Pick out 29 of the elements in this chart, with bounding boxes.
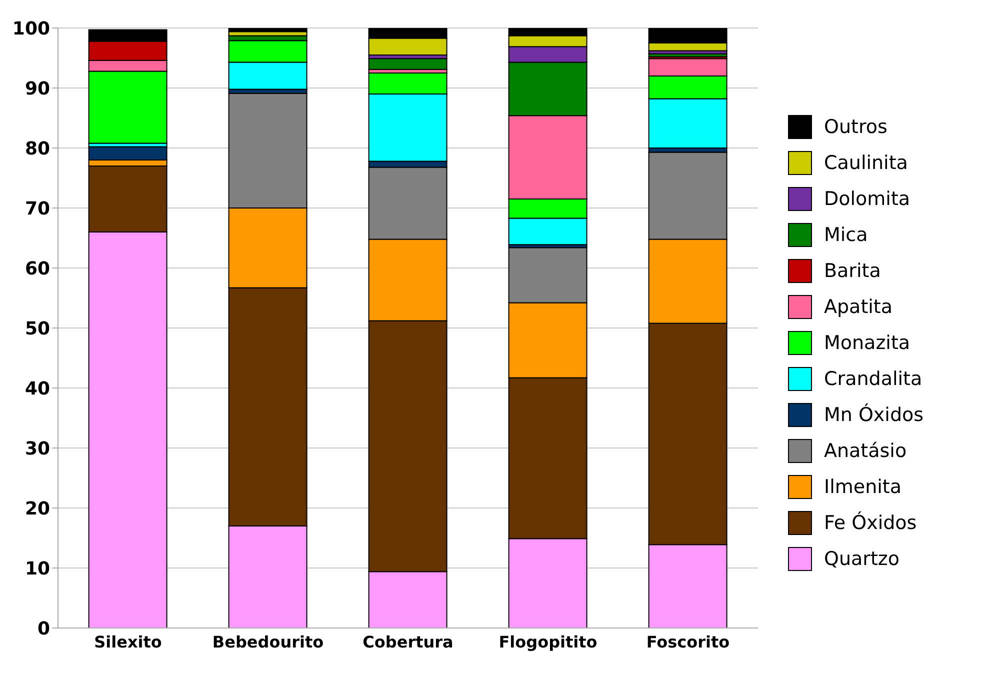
- y-tick-label: 0: [37, 618, 50, 640]
- y-tick-label: 50: [24, 318, 50, 340]
- y-tick-label: 10: [24, 558, 50, 580]
- x-tick-label: Foscorito: [646, 632, 730, 652]
- y-tick-label: 20: [24, 498, 50, 520]
- y-tick-label: 60: [24, 258, 50, 280]
- y-tick-label: 30: [24, 438, 50, 460]
- legend-label: Apatita: [824, 296, 893, 318]
- x-tick-label: Flogopitito: [498, 632, 598, 652]
- y-tick-label: 80: [24, 138, 50, 160]
- y-tick-label: 90: [24, 78, 50, 100]
- legend-label: Quartzo: [824, 548, 900, 570]
- y-tick-label: 40: [24, 378, 50, 400]
- legend-label: Dolomita: [824, 188, 910, 210]
- legend-label: Barita: [824, 260, 881, 282]
- y-tick-label: 70: [24, 198, 50, 220]
- legend-label: Caulinita: [824, 152, 908, 174]
- legend-label: Ilmenita: [824, 476, 902, 498]
- y-tick-label: 100: [12, 18, 50, 40]
- legend-label: Mica: [824, 224, 868, 246]
- x-tick-label: Bebedourito: [212, 632, 324, 652]
- legend-label: Anatásio: [824, 440, 907, 462]
- x-tick-label: Cobertura: [362, 632, 454, 652]
- legend-label: Mn Óxidos: [824, 404, 924, 426]
- x-tick-label: Silexito: [94, 632, 162, 652]
- legend-label: Crandalita: [824, 368, 922, 390]
- legend-label: Outros: [824, 116, 888, 138]
- legend-label: Monazita: [824, 332, 910, 354]
- legend-label: Fe Óxidos: [824, 512, 917, 534]
